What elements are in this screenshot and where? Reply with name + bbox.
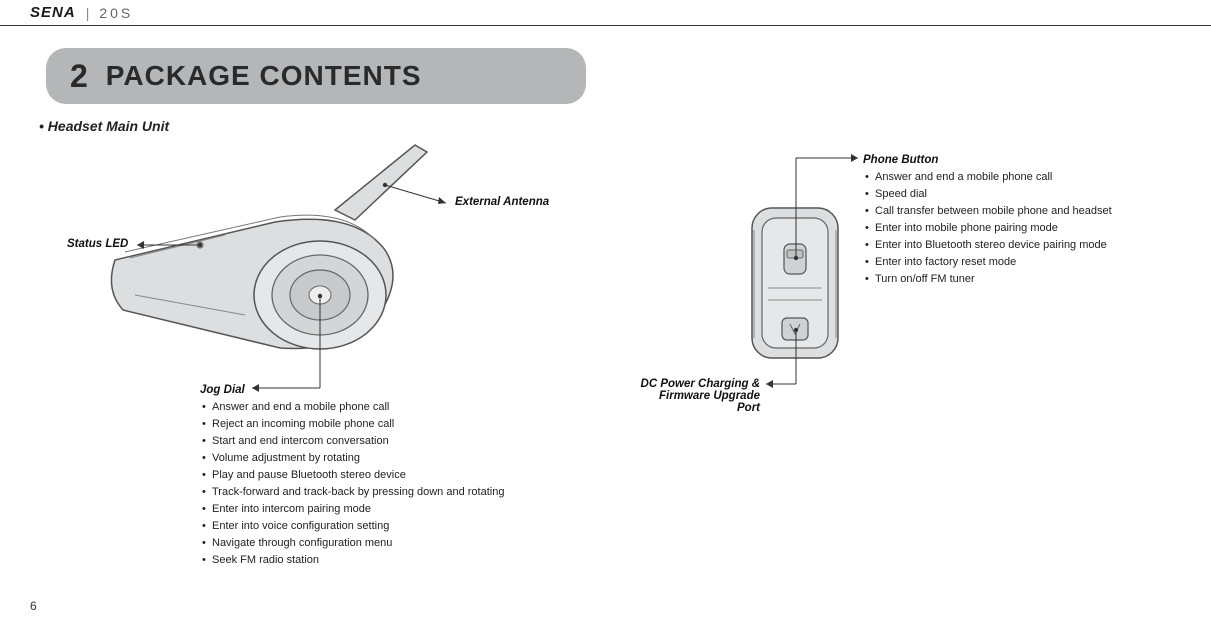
jog-fn: Answer and end a mobile phone call	[200, 399, 620, 416]
header-divider: |	[86, 5, 90, 21]
model-name: 20S	[99, 5, 133, 21]
section-title: PACKAGE CONTENTS	[106, 60, 422, 92]
page-number: 6	[30, 599, 37, 613]
section-title-bar: 2 PACKAGE CONTENTS	[46, 48, 586, 104]
jog-fn: Seek FM radio station	[200, 552, 620, 569]
phone-button-block: Phone Button Answer and end a mobile pho…	[863, 154, 1193, 288]
headset-front-diagram	[740, 200, 850, 370]
phone-fn: Enter into Bluetooth stereo device pairi…	[863, 237, 1193, 254]
phone-fn: Answer and end a mobile phone call	[863, 169, 1193, 186]
jog-fn: Play and pause Bluetooth stereo device	[200, 467, 620, 484]
jog-fn: Enter into intercom pairing mode	[200, 501, 620, 518]
phone-fn: Turn on/off FM tuner	[863, 271, 1193, 288]
jog-dial-block: Jog Dial Answer and end a mobile phone c…	[200, 384, 620, 569]
label-dc-port-line2: Firmware Upgrade Port	[640, 390, 760, 414]
subtitle: Headset Main Unit	[39, 118, 1211, 134]
page-header: SENA | 20S	[0, 0, 1211, 26]
jog-fn: Navigate through configuration menu	[200, 535, 620, 552]
phone-fn: Enter into mobile phone pairing mode	[863, 220, 1193, 237]
jog-functions: Answer and end a mobile phone call Rejec…	[200, 399, 620, 569]
phone-functions: Answer and end a mobile phone call Speed…	[863, 169, 1193, 288]
jog-fn: Track-forward and track-back by pressing…	[200, 484, 620, 501]
jog-fn: Volume adjustment by rotating	[200, 450, 620, 467]
label-phone-button: Phone Button	[863, 154, 1193, 166]
label-dc-port-line1: DC Power Charging &	[640, 378, 760, 390]
jog-fn: Reject an incoming mobile phone call	[200, 416, 620, 433]
label-dc-port: DC Power Charging & Firmware Upgrade Por…	[640, 378, 760, 414]
label-antenna: External Antenna	[455, 196, 549, 208]
section-number: 2	[70, 58, 88, 95]
label-jog-dial: Jog Dial	[200, 384, 620, 396]
jog-fn: Enter into voice configuration setting	[200, 518, 620, 535]
label-status-led: Status LED	[67, 238, 128, 250]
phone-fn: Call transfer between mobile phone and h…	[863, 203, 1193, 220]
brand-logo: SENA	[30, 4, 76, 21]
phone-fn: Enter into factory reset mode	[863, 254, 1193, 271]
headset-side-diagram	[95, 140, 455, 380]
jog-fn: Start and end intercom conversation	[200, 433, 620, 450]
phone-fn: Speed dial	[863, 186, 1193, 203]
